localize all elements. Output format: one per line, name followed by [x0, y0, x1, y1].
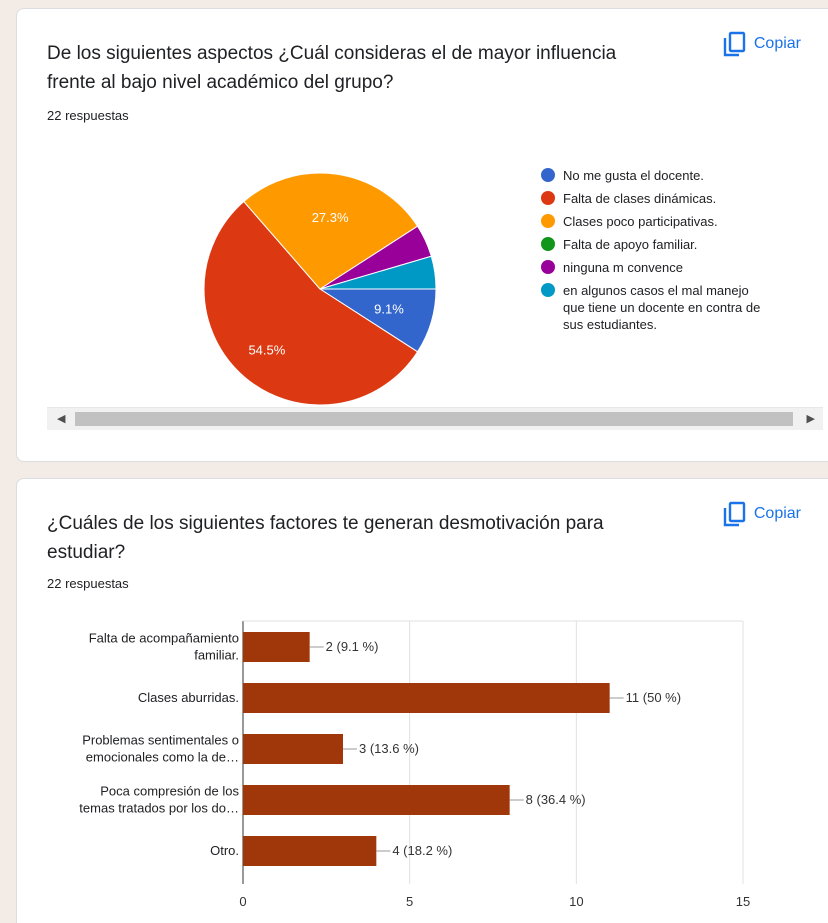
bar-chart: 0 5 10 15 2 (9.1 %) Falta de acompañamiento fa…	[79, 620, 750, 909]
pie-slice-label: 54.5%	[248, 342, 285, 357]
question-card-1: De los siguientes aspectos ¿Cuál conside…	[16, 8, 828, 462]
y-tick-label: familiar.	[194, 648, 239, 663]
copy-icon	[723, 31, 746, 57]
y-tick-label: Falta de acompañamiento	[89, 631, 239, 646]
x-tick-label: 10	[569, 894, 583, 909]
legend-item: Falta de clases dinámicas.	[541, 190, 801, 207]
legend-label: Falta de clases dinámicas.	[563, 191, 717, 206]
pie-slice-label: 27.3%	[312, 210, 349, 225]
y-tick-label: Poca compresión de los	[100, 784, 239, 799]
pie-slice	[243, 172, 419, 290]
pie-slice-label: 9.1%	[374, 301, 404, 316]
legend-label: en algunos casos el mal manejo que tiene…	[563, 283, 761, 332]
legend-swatch	[541, 283, 555, 297]
bar-data-label: 8 (36.4 %)	[526, 792, 586, 807]
copy-icon	[723, 501, 746, 527]
response-count: 22 respuestas	[47, 108, 129, 123]
legend-swatch	[541, 168, 555, 182]
bar-data-label: 11 (50 %)	[626, 690, 681, 705]
scrollbar-thumb[interactable]	[75, 412, 793, 426]
x-tick-label: 15	[736, 894, 750, 909]
legend-item: Falta de apoyo familiar.	[541, 236, 801, 253]
copy-button[interactable]: Copiar	[722, 31, 801, 57]
scroll-left-arrow-icon[interactable]: ◀	[57, 413, 66, 425]
pie-chart: 27.3% 9.1% 54.5%	[203, 172, 437, 406]
y-tick-label: temas tratados por los do…	[79, 801, 239, 816]
legend-swatch	[541, 191, 555, 205]
legend-item: en algunos casos el mal manejo que tiene…	[541, 282, 771, 333]
pie-legend: No me gusta el docente. Falta de clases …	[541, 167, 801, 339]
y-tick-label: emocionales como la de…	[86, 750, 239, 765]
bar	[243, 683, 610, 713]
bar	[243, 632, 310, 662]
legend-item: Clases poco participativas.	[541, 213, 801, 230]
y-tick-label: Otro.	[210, 843, 239, 858]
legend-label: ninguna m convence	[563, 260, 683, 275]
question-card-2: ¿Cuáles de los siguientes factores te ge…	[16, 478, 828, 923]
legend-swatch	[541, 214, 555, 228]
x-tick-label: 5	[406, 894, 413, 909]
y-tick-label: Clases aburridas.	[138, 690, 239, 705]
legend-swatch	[541, 237, 555, 251]
copy-label: Copiar	[753, 35, 801, 52]
legend-label: Clases poco participativas.	[563, 214, 718, 229]
legend-item: No me gusta el docente.	[541, 167, 801, 184]
question-title: ¿Cuáles de los siguientes factores te ge…	[47, 513, 604, 563]
question-title: De los siguientes aspectos ¿Cuál conside…	[47, 43, 617, 93]
response-count: 22 respuestas	[47, 576, 129, 591]
bar-data-label: 2 (9.1 %)	[326, 639, 379, 654]
bar-data-label: 4 (18.2 %)	[392, 843, 452, 858]
legend-swatch	[541, 260, 555, 274]
pie-slice	[319, 255, 437, 290]
y-tick-label: Problemas sentimentales o	[82, 733, 239, 748]
copy-label: Copiar	[753, 505, 801, 522]
pie-slice	[203, 200, 419, 406]
horizontal-scrollbar[interactable]: ◀ ▶	[47, 407, 823, 430]
scroll-right-arrow-icon[interactable]: ▶	[806, 413, 815, 425]
legend-label: No me gusta el docente.	[563, 168, 704, 183]
bar	[243, 734, 343, 764]
bar	[243, 785, 510, 815]
legend-item: ninguna m convence	[541, 259, 801, 276]
x-tick-label: 0	[239, 894, 246, 909]
bar-data-label: 3 (13.6 %)	[359, 741, 419, 756]
copy-button[interactable]: Copiar	[722, 501, 801, 527]
bar	[243, 836, 377, 866]
legend-label: Falta de apoyo familiar.	[563, 237, 698, 252]
